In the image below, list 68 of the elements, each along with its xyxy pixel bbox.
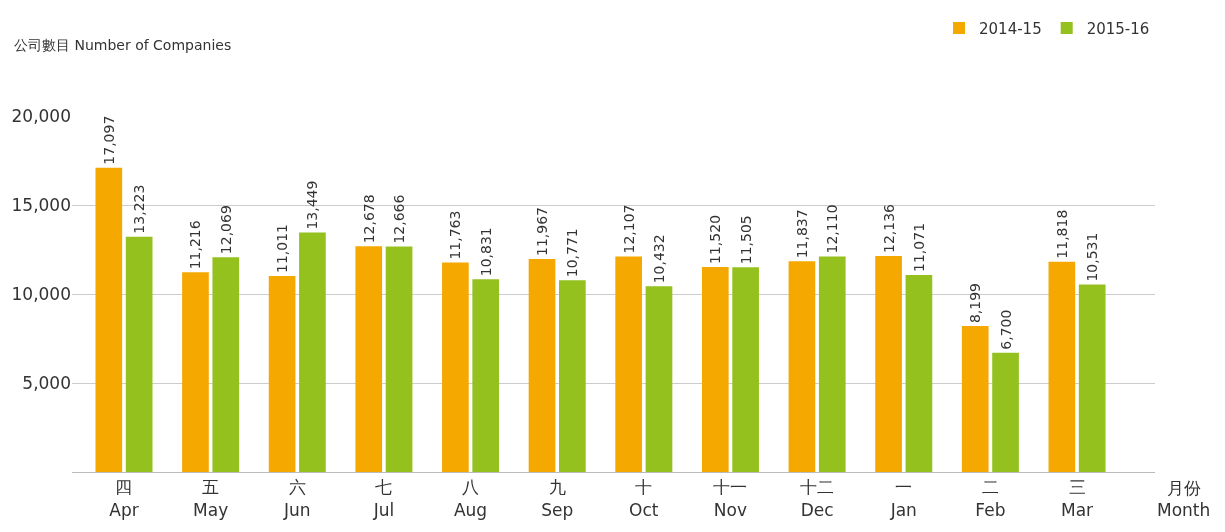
bar xyxy=(701,266,729,472)
bar xyxy=(645,286,673,472)
data-label: 11,216 xyxy=(187,220,204,270)
bar xyxy=(992,352,1019,472)
x-tick-label: 九 Sep xyxy=(541,477,574,520)
bar xyxy=(125,236,153,472)
data-label: 8,199 xyxy=(967,282,984,324)
x-tick-label: 六 Jun xyxy=(282,477,311,520)
bar xyxy=(268,276,296,472)
bar xyxy=(961,326,989,472)
data-label: 12,110 xyxy=(824,204,841,254)
x-tick-label: 四 Apr xyxy=(109,477,139,520)
data-label: 11,967 xyxy=(534,206,551,256)
data-label: 17,097 xyxy=(100,115,117,165)
data-label: 10,771 xyxy=(564,228,581,278)
bar xyxy=(732,267,759,472)
data-label: 11,763 xyxy=(447,210,464,260)
x-tick-label: 八 Aug xyxy=(453,477,488,520)
bar xyxy=(385,246,413,472)
bar xyxy=(788,261,816,472)
y-tick-label: 10,000 xyxy=(11,283,71,304)
y-tick-label: 5,000 xyxy=(22,372,71,393)
x-tick-label: 二 Feb xyxy=(975,477,1006,520)
data-label: 11,837 xyxy=(793,209,810,259)
x-tick-label: 七 Jul xyxy=(372,477,395,520)
data-label: 11,520 xyxy=(707,214,724,264)
bar xyxy=(875,255,902,472)
x-tick-label: 十二 Dec xyxy=(800,477,835,520)
data-label: 10,831 xyxy=(477,227,494,277)
x-tick-label: 五 May xyxy=(193,477,229,520)
data-label: 11,071 xyxy=(910,222,927,272)
x-tick-label: 三 Mar xyxy=(1060,477,1094,520)
legend-label: 2014-15 xyxy=(979,19,1042,38)
bar xyxy=(905,274,933,472)
data-label: 10,531 xyxy=(1084,232,1101,282)
bar xyxy=(442,262,469,472)
data-label: 11,818 xyxy=(1053,209,1070,259)
bar xyxy=(182,272,209,472)
data-label: 12,069 xyxy=(217,205,234,255)
bar xyxy=(212,257,240,472)
data-label: 13,223 xyxy=(131,184,148,234)
x-axis-title: 月份 Month xyxy=(1157,478,1211,521)
data-label: 6,700 xyxy=(997,309,1014,350)
y-tick-label: 15,000 xyxy=(11,194,71,215)
bar xyxy=(355,246,383,472)
bar xyxy=(559,280,586,472)
data-label: 12,136 xyxy=(880,203,897,253)
data-label: 11,505 xyxy=(737,215,754,265)
bar xyxy=(528,258,556,472)
data-label: 13,449 xyxy=(304,180,321,230)
bar xyxy=(472,279,500,472)
bar xyxy=(818,256,846,472)
bar xyxy=(1048,261,1076,472)
x-tick-label: 十一 Nov xyxy=(713,477,748,520)
legend-label: 2015-16 xyxy=(1086,19,1150,38)
x-tick-label: 十 Oct xyxy=(629,477,659,520)
y-axis-title: 公司數目 Number of Companies xyxy=(14,37,232,53)
data-label: 11,011 xyxy=(274,224,291,273)
y-tick-label: 20,000 xyxy=(11,105,71,126)
bar xyxy=(299,232,326,472)
x-tick-label: 一 Jan xyxy=(889,477,917,520)
data-label: 12,666 xyxy=(391,194,408,244)
bar xyxy=(95,167,123,472)
bar xyxy=(615,256,642,472)
bar xyxy=(1078,284,1106,472)
data-label: 12,107 xyxy=(620,204,637,254)
data-label: 12,678 xyxy=(360,194,377,244)
data-label: 10,432 xyxy=(650,234,667,284)
